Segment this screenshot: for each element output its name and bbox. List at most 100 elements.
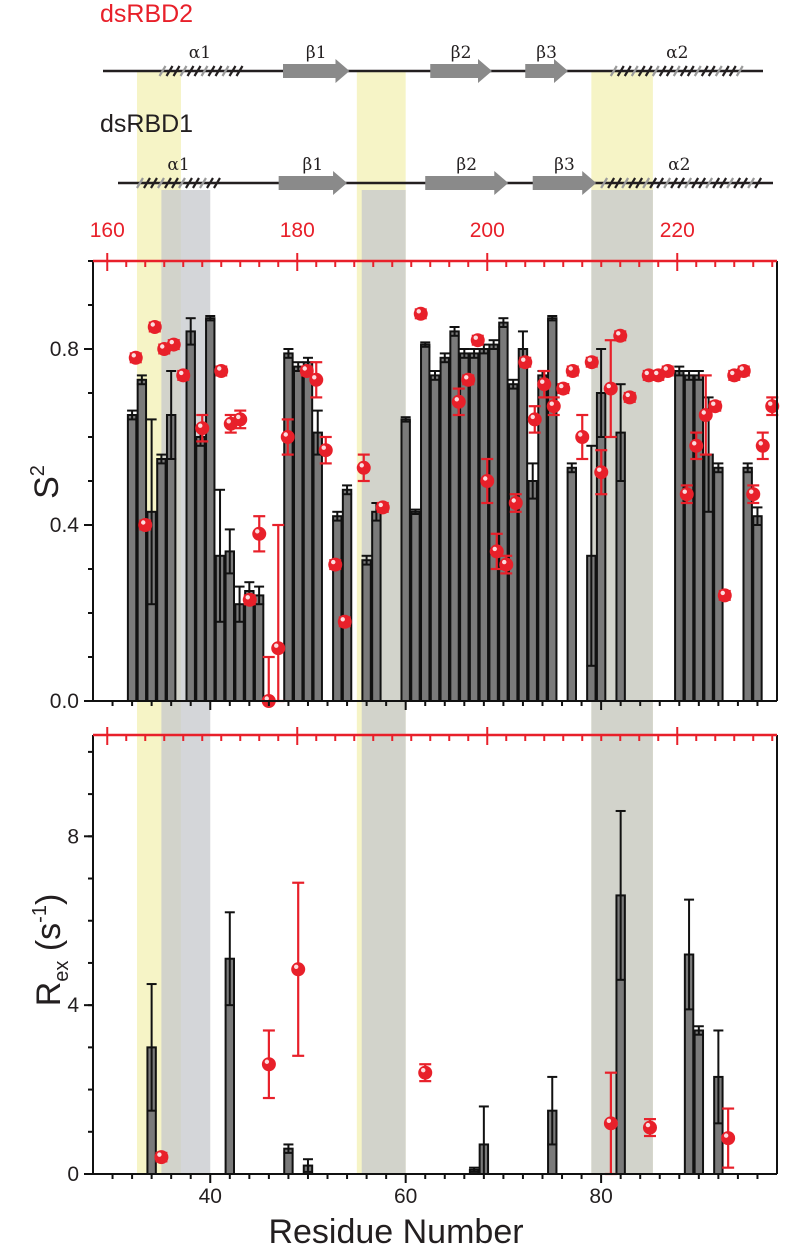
dsrbd2-rex-point-shine (645, 1122, 651, 1128)
dsrbd1-s2-bar (361, 559, 372, 703)
dsrbd2-ss-helix-stroke (644, 65, 653, 77)
dsrbd1-ss-helix-stroke (684, 177, 693, 189)
dsrbd2-rex-point (261, 1057, 276, 1072)
dsrbd1-s2-bar (595, 392, 607, 702)
dsrbd1-ss-helix-stroke (157, 177, 165, 189)
dsrbd1-ss-helix-stroke (178, 177, 186, 189)
dsrbd1-s2-bar (205, 317, 216, 702)
dsrbd1-ss-helix-stroke (677, 177, 686, 189)
dsrbd2-s2-point-shine (264, 696, 269, 701)
dsrbd2-ss-helix-stroke (637, 65, 646, 77)
top-x-tick-label: 160 (90, 219, 125, 242)
dsrbd1-s2-bar (683, 374, 695, 702)
dsrbd1-ss-ss-label-0: α1 (167, 155, 189, 175)
dsrbd1-ss-helix-stroke (206, 177, 214, 189)
dsrbd1-s2-bar (713, 466, 724, 702)
dsrbd2-s2-point (470, 333, 485, 348)
dsrbd2-ss-ss-label-4: α2 (666, 43, 688, 63)
dsrbd2-ss-helix-stroke (214, 65, 223, 77)
dsrbd1-s2-bar (547, 317, 558, 702)
dsrbd1-ss-ss-label-3: β3 (554, 155, 575, 175)
dsrbd1-s2-bar (244, 590, 255, 702)
dsrbd2-ss-helix-stroke (665, 65, 674, 77)
dsrbd2-ss-helix-stroke (658, 65, 667, 77)
dsrbd1-ss-helix-stroke (607, 177, 616, 189)
top-x-tick-label: 200 (470, 219, 505, 242)
dsrbd1-s2-bar (507, 383, 519, 702)
dsrbd2-s2-point (413, 306, 428, 321)
dsrbd1-s2-bar (439, 356, 450, 702)
dsrbd2-s2-point-shine (312, 375, 317, 380)
dsrbd1-ss-strand-3 (532, 171, 597, 195)
dsrbd1-ss-helix-stroke (164, 177, 172, 189)
dsrbd1-ss-helix-stroke (150, 177, 158, 189)
dsrbd1-ss-ss-label-2: β2 (456, 155, 477, 175)
dsrbd2-s2-point (717, 588, 732, 603)
dsrbd2-s2-point (337, 614, 352, 629)
dsrbd2-s2-point (280, 430, 295, 444)
dsrbd2-s2-point (375, 500, 390, 515)
dsrbd2-ss-helix-stroke (651, 65, 660, 77)
rex-panel (146, 809, 736, 1176)
rex-axis-label-unit: (s (30, 923, 68, 951)
dsrbd1-s2-bar (341, 488, 353, 702)
dsrbd2-s2-point-shine (559, 383, 564, 389)
dsrbd1-ss-helix-stroke (628, 177, 637, 189)
dsrbd2-ss-helix-stroke (165, 65, 174, 77)
dsrbd2-ss-helix-4 (609, 65, 744, 77)
dsrbd2-s2-point (518, 355, 533, 370)
dsrbd2-ss-helix-stroke (228, 65, 237, 77)
dsrbd2-ss-strand-1 (283, 59, 350, 83)
dsrbd1-ss-helix-stroke (733, 177, 742, 189)
dsrbd2-ss-helix-stroke (616, 65, 625, 77)
rex-axis-label: Rex (s-1) (29, 894, 73, 1007)
dsrbd2-s2-point (556, 381, 571, 396)
dsrbd2-s2-point (461, 372, 476, 387)
dsrbd2-s2-point-shine (616, 331, 621, 336)
dsrbd2-s2-point-shine (540, 379, 545, 384)
dsrbd2-s2-point (451, 394, 466, 409)
rex-axis-label-sub: ex (51, 961, 73, 982)
dsrbd1-ss-helix-stroke (136, 177, 144, 189)
dsrbd2-s2-point-shine (454, 397, 459, 402)
dsrbd2-s2-point-shine (321, 445, 326, 450)
dsrbd1-s2-bar (195, 436, 206, 702)
dsrbd1-s2-bar (498, 321, 509, 702)
dsrbd1-ss-ss-label-4: α2 (668, 155, 690, 175)
dsrbd2-ss-helix-stroke (158, 65, 167, 77)
dsrbd2-s2-point-shine (131, 353, 136, 358)
dsrbd2-s2-point-shine (597, 467, 602, 472)
dsrbd1-s2-bar (410, 510, 421, 702)
dsrbd2-s2-point-shine (236, 414, 241, 420)
dsrbd2-s2-point-shine (492, 546, 497, 552)
dsrbd1-s2-bar (517, 348, 529, 702)
dsrbd2-s2-point-shine (169, 339, 174, 345)
axis-titles: S2 Rex (s-1) Residue Number (27, 465, 524, 1251)
dsrbd1-ss-helix-stroke (600, 177, 609, 189)
dsrbd1-s2-bar (312, 431, 323, 702)
dsrbd2-s2-point (755, 438, 770, 453)
dsrbd1-ss-helix-stroke (213, 177, 221, 189)
x-axis-label: Residue Number (268, 1213, 523, 1251)
dsrbd2-ss-helix-stroke (693, 65, 702, 77)
dsrbd2-s2-point-shine (682, 489, 687, 494)
dsrbd1-s2-bar (253, 594, 265, 703)
dsrbd1-ss-helix-stroke (614, 177, 623, 189)
dsrbd1-s2-bar (478, 348, 490, 702)
dsrbd1-ss-strand-1 (278, 171, 348, 195)
dsrbd2-ss-helix-stroke (207, 65, 216, 77)
dsrbd2-s2-point (271, 641, 286, 656)
s2-axis-label-sup: 2 (27, 465, 49, 476)
bottom-x-tick-label: 40 (199, 1185, 222, 1208)
dsrbd1-s2-bar (420, 343, 431, 702)
dsrbd2-s2-point (594, 465, 609, 480)
s2-panel (126, 306, 780, 708)
dsrbd2-s2-point-shine (625, 392, 630, 398)
bottom-x-tick-label: 80 (589, 1185, 612, 1208)
dsrbd2-s2-point-shine (568, 366, 573, 371)
dsrbd2-s2-point-shine (511, 498, 516, 503)
dsrbd2-s2-point (689, 438, 704, 453)
dsrbd2-s2-point (147, 320, 162, 334)
dsrbd1-ss-helix-stroke (621, 177, 630, 189)
dsrbd2-ss-ss-label-0: α1 (189, 43, 211, 63)
